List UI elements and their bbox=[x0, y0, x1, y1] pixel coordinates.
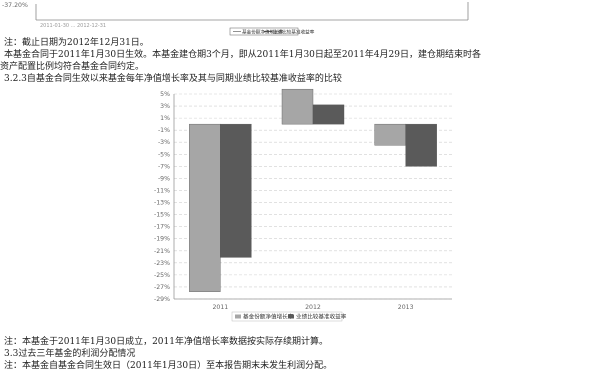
y-tick-label: -9% bbox=[158, 175, 170, 182]
y-tick-label: -7% bbox=[158, 163, 170, 170]
y-tick-label: -21% bbox=[154, 248, 170, 255]
paragraph-contract-line-1: 本基金合同于2011年1月30日生效。本基金建仓期3个月，即从2011年1月30… bbox=[4, 50, 481, 60]
x-tick-label: 2011 bbox=[212, 304, 228, 311]
legend-label-benchmark: 业绩比较基准收益率 bbox=[296, 313, 347, 321]
bar-benchmark-2013 bbox=[405, 123, 437, 167]
bar-fund-2012 bbox=[281, 88, 314, 125]
y-tick-label: -25% bbox=[154, 272, 170, 279]
y-tick-label: -17% bbox=[154, 224, 170, 231]
y-tick-label: 1% bbox=[160, 115, 170, 122]
top-chart-fragment: -37.20% 2011-01-30 ... 2012-12-31 基金份额净值… bbox=[0, 0, 600, 36]
note-cutoff-date: 注：截止日期为2012年12月31日。 bbox=[4, 38, 149, 48]
bar-benchmark-2012 bbox=[312, 104, 345, 125]
y-tick-label: -27% bbox=[154, 284, 170, 291]
legend-swatch-fund bbox=[235, 314, 241, 319]
note-inception: 注：本基金于2011年1月30日成立，2011年净值增长率数据按实际存续期计算。 bbox=[4, 337, 328, 347]
y-tick-label: 5% bbox=[160, 91, 170, 98]
y-tick-label: -5% bbox=[158, 151, 170, 158]
y-tick-label: -19% bbox=[154, 236, 170, 243]
top-chart-x-ticks: 2011-01-30 ... 2012-12-31 bbox=[40, 23, 106, 29]
note-no-distribution: 注：本基金自基金合同生效日（2011年1月30日）至本报告期末未发生利润分配。 bbox=[4, 361, 333, 371]
top-legend-label-2: 业绩比较基准收益率 bbox=[273, 29, 315, 36]
legend-label-fund: 基金份额净值增长率 bbox=[243, 313, 294, 321]
top-chart-svg: -37.20% 2011-01-30 ... 2012-12-31 基金份额净值… bbox=[2, 2, 469, 36]
bar-benchmark-2011 bbox=[220, 123, 252, 258]
y-tick-label: -13% bbox=[154, 200, 170, 207]
x-tick-label: 2012 bbox=[305, 304, 321, 311]
annual-growth-chart-svg: 5% 3% 1% -1% -3% -5% -7% -9% -11% -13% -15% -17% -19… bbox=[154, 88, 452, 322]
y-tick-label: -1% bbox=[158, 127, 170, 134]
y-tick-label: -23% bbox=[154, 260, 170, 267]
y-tick-label: -15% bbox=[154, 212, 170, 219]
bar-fund-2011 bbox=[189, 123, 221, 292]
y-tick-label: 3% bbox=[160, 103, 170, 110]
y-tick-label: -11% bbox=[154, 187, 170, 194]
x-tick-label: 2013 bbox=[398, 304, 414, 311]
y-tick-label: -29% bbox=[154, 296, 170, 303]
top-legend-label-1: 基金份额净值增长率 bbox=[242, 29, 284, 36]
y-tick-label: -3% bbox=[158, 139, 170, 146]
paragraph-contract-line-2: 资产配置比例均符合基金合同约定。 bbox=[0, 62, 145, 72]
legend-swatch-benchmark bbox=[288, 314, 294, 319]
legend-box bbox=[231, 311, 343, 322]
section-heading-3-3: 3.3过去三年基金的利润分配情况 bbox=[4, 349, 136, 359]
annual-growth-chart: 5% 3% 1% -1% -3% -5% -7% -9% -11% -13% -15% -17% -19… bbox=[140, 88, 460, 334]
section-heading-3-2-3: 3.2.3自基金合同生效以来基金每年净值增长率及其与同期业绩比较基准收益率的比较 bbox=[4, 74, 342, 84]
top-chart-y-tick: -37.20% bbox=[2, 2, 28, 9]
bar-fund-2013 bbox=[374, 123, 406, 146]
top-chart-legend-box bbox=[229, 27, 299, 36]
